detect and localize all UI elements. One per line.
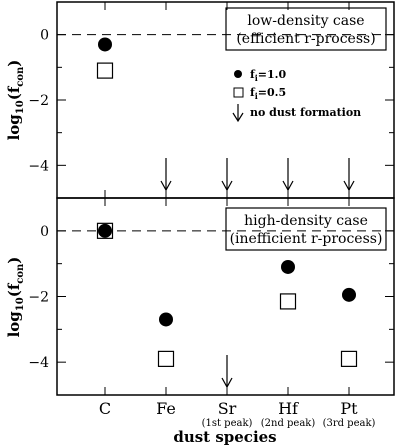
legend-sub2: i [255,91,258,101]
top-annotation-line2: (efficient r-process) [236,31,375,47]
top-annotation: low-density case (efficient r-process) [225,7,387,51]
bottom-annotation-line1: high-density case [244,213,368,229]
legend-square-marker [233,87,244,98]
bottom-ylabel-log: log [5,311,23,338]
top-ylabel-log: log [5,114,23,141]
bottom-point-circle-Hf [281,259,295,274]
category-label-Fe: Fe [156,399,176,418]
legend-arrow-icon [232,104,244,123]
arrow-head [160,180,172,192]
top-ytick-label: −4 [28,158,49,174]
top-ylabel-f: (f [5,85,23,100]
legend-f2: f [250,86,256,99]
legend-val2: =0.5 [258,86,286,99]
top-ytick-label: −2 [28,93,49,109]
bottom-ylabel-f: (f [5,282,23,297]
category-label-Pt: Pt [340,399,358,418]
category-sublabel-Sr: (1st peak) [202,418,253,429]
top-y-axis-label: log10(fcon) [5,60,26,141]
top-ytick-label: 0 [40,28,49,44]
legend-sub1: i [255,73,258,83]
bottom-y-axis-label: log10(fcon) [5,257,26,338]
bottom-point-square-Hf [279,293,297,310]
bottom-point-square-Fe [157,350,175,367]
top-no-dust-arrow-Fe [160,158,172,192]
legend-entry-3: no dust formation [250,106,361,119]
category-sublabel-Pt: (3rd peak) [323,418,376,429]
bottom-point-square-C [96,222,114,239]
category-label-C: C [99,399,111,418]
bottom-point-circle-Fe [159,312,173,327]
top-point-circle-C [98,37,112,52]
legend-f1: f [250,68,256,81]
arrow-head [221,180,233,192]
bottom-ylabel-10: 10 [15,297,26,311]
legend-entry-1: fi=1.0 [250,68,286,83]
legend-entry-2: fi=0.5 [250,86,286,101]
x-axis-label: dust species [173,428,276,446]
top-ylabel-10: 10 [15,100,26,114]
arrow-head [343,180,355,192]
bottom-ytick-label: −2 [28,290,49,306]
bottom-no-dust-arrow-Sr [221,355,233,389]
arrow-head [282,180,294,192]
top-ylabel-con: con [15,66,26,87]
bottom-annotation: high-density case (inefficient r-process… [225,207,387,251]
bottom-ytick-label: 0 [40,224,49,240]
top-no-dust-arrow-Pt [343,158,355,192]
legend: fi=1.0 fi=0.5 no dust formation [232,68,361,123]
legend-val1: =1.0 [258,68,287,81]
bottom-ylabel-con: con [15,263,26,284]
bottom-annotation-box [225,207,387,251]
category-sublabel-Hf: (2nd peak) [261,418,316,429]
top-ylabel-close: ) [5,60,23,67]
bottom-point-square-Pt [340,350,358,367]
top-annotation-box [225,7,387,51]
top-no-dust-arrow-Hf [282,158,294,192]
bottom-annotation-line2: (inefficient r-process) [230,231,383,247]
legend-circle-marker [234,70,242,78]
bottom-point-circle-Pt [342,287,356,302]
category-labels: 0−2−40−2−4C Fe Sr(1st peak)Hf(2nd peak)Pt(… [28,28,375,429]
arrow-head [221,377,233,389]
top-no-dust-arrow-Sr [221,158,233,192]
top-annotation-line1: low-density case [247,13,364,29]
bottom-point-circle-C [98,223,112,238]
category-label-Hf: Hf [278,399,299,418]
data-marks [57,34,394,389]
bottom-ylabel-close: ) [5,257,23,264]
category-label-Sr: Sr [218,399,237,418]
top-point-square-C [96,62,114,79]
bottom-ytick-label: −4 [28,355,49,371]
